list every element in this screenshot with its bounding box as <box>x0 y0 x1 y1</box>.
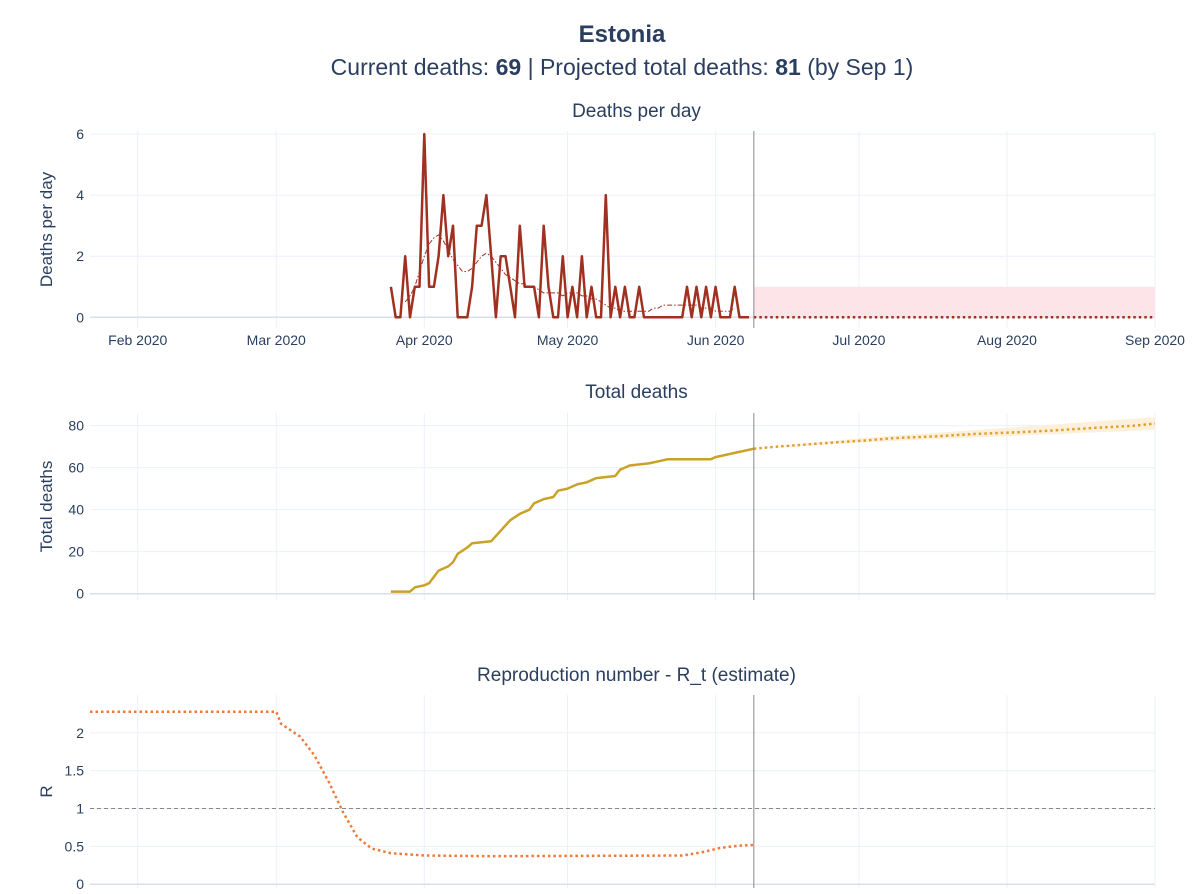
x-tick-label: Apr 2020 <box>396 332 453 348</box>
panel-title: Deaths per day <box>572 101 701 122</box>
x-tick-label: May 2020 <box>537 332 599 348</box>
y-tick-label: 1 <box>76 801 84 817</box>
x-tick-label: Aug 2020 <box>977 332 1037 348</box>
current-deaths-label: Current deaths: <box>330 54 496 80</box>
projected-deaths-label: Projected total deaths: <box>539 54 776 80</box>
series-observed <box>390 447 755 593</box>
x-tick-label: Feb 2020 <box>108 332 167 348</box>
series-observed <box>389 132 750 319</box>
x-tick-label: Sep 2020 <box>1125 332 1185 348</box>
projected-deaths-suffix: (by Sep 1) <box>800 54 914 80</box>
current-deaths-value: 69 <box>495 54 522 80</box>
y-tick-label: 6 <box>76 126 84 142</box>
confidence-band <box>753 286 1155 318</box>
chart-panel-3: 0 0.5 1 1.5 2 Reproduction number - R_t (esti… <box>37 665 1156 892</box>
y-tick-label: 0.5 <box>65 838 85 854</box>
series-rolling-average <box>404 234 735 312</box>
country-title: Estonia <box>578 21 666 48</box>
y-tick-label: 0 <box>76 309 84 325</box>
chart-panel-1: 0 2 4 6 Deaths per day Deaths per day <box>37 101 1156 328</box>
x-tick-label: Mar 2020 <box>247 332 306 348</box>
y-tick-label: 0 <box>76 586 84 602</box>
y-tick-label: 1.5 <box>65 763 85 779</box>
series-estimate <box>90 710 754 858</box>
summary-separator: | <box>521 54 540 80</box>
panel-title: Total deaths <box>585 382 687 403</box>
y-axis-title: Deaths per day <box>37 171 56 287</box>
chart-header: Estonia Current deaths: 69 | Projected t… <box>0 20 1200 82</box>
chart-panel-2: 0 20 40 60 80 Total deaths Total deaths <box>37 382 1156 602</box>
y-tick-label: 20 <box>68 544 84 560</box>
confidence-band <box>753 417 1155 449</box>
y-axis-title: Total deaths <box>37 461 56 553</box>
y-tick-label: 4 <box>76 187 84 203</box>
y-axis-title: R <box>37 785 56 797</box>
summary-line: Current deaths: 69 | Projected total dea… <box>0 52 1200 82</box>
y-tick-label: 2 <box>76 725 84 741</box>
y-tick-label: 80 <box>68 418 84 434</box>
panel-title: Reproduction number - R_t (estimate) <box>477 665 796 686</box>
y-tick-label: 0 <box>76 876 84 892</box>
x-tick-label: Jul 2020 <box>832 332 885 348</box>
y-tick-label: 60 <box>68 460 84 476</box>
x-tick-label: Jun 2020 <box>687 332 745 348</box>
y-tick-label: 40 <box>68 502 84 518</box>
y-tick-label: 2 <box>76 248 84 264</box>
projected-deaths-value: 81 <box>775 54 801 80</box>
